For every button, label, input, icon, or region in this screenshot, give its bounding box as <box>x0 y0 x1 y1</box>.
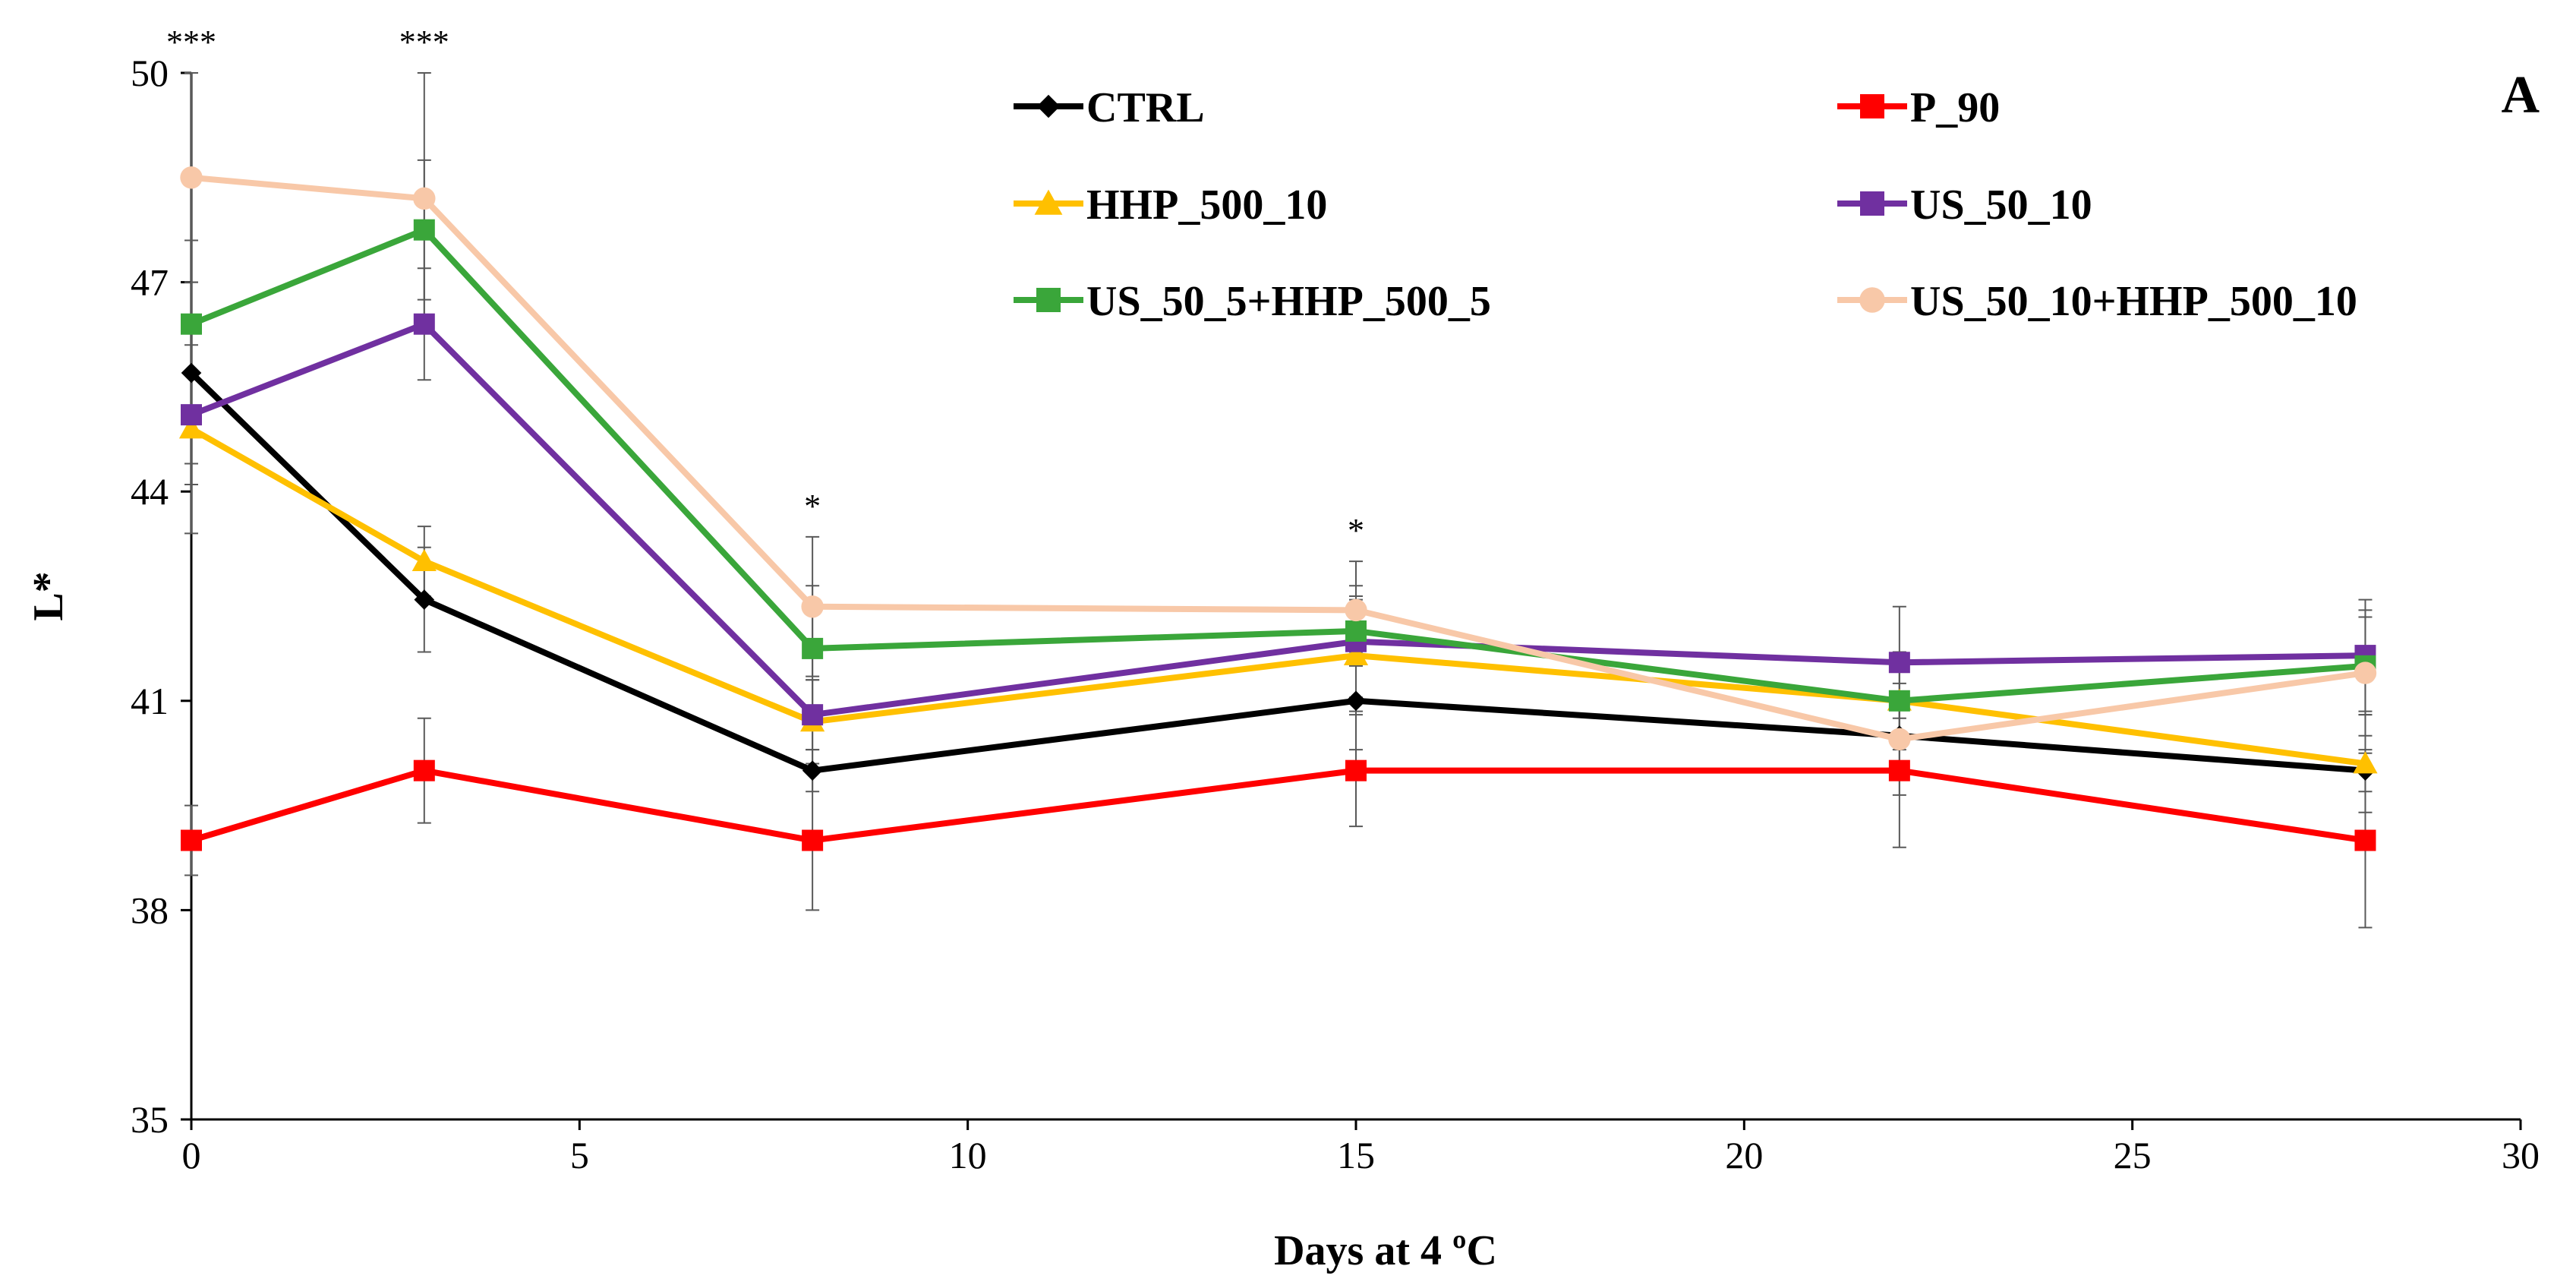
x-tick-label: 20 <box>1725 1134 1763 1176</box>
data-point-us-50-10 <box>181 404 202 426</box>
data-point-us-50-5-hhp-500-5 <box>413 219 435 241</box>
legend-item-hhp-500-10: HHP_500_10 <box>1014 182 1327 229</box>
significance-label: *** <box>166 24 216 61</box>
data-point-ctrl <box>181 362 202 384</box>
series-line-ctrl <box>189 371 2366 774</box>
y-tick-label: 35 <box>131 1098 169 1141</box>
y-tick-label: 38 <box>131 889 169 931</box>
y-tick-label: 44 <box>131 470 169 513</box>
x-tick-label: 15 <box>1337 1134 1375 1176</box>
legend-label-us-50-5-hhp-500-5: US_50_5+HHP_500_5 <box>1086 278 1491 325</box>
legend-label-p-90: P_90 <box>1910 84 2000 131</box>
legend-item-us-50-5-hhp-500-5: US_50_5+HHP_500_5 <box>1014 278 1491 325</box>
legend-label-us-50-10-hhp-500-10: US_50_10+HHP_500_10 <box>1910 278 2357 325</box>
x-tick-label: 25 <box>2114 1134 2152 1176</box>
data-point-p-90 <box>2354 829 2376 851</box>
data-point-us-50-10-hhp-500-10 <box>1888 728 1911 751</box>
data-point-hhp-500-10 <box>178 416 204 439</box>
data-point-ctrl <box>414 589 435 610</box>
series-line-hhp-500-10 <box>190 426 2366 767</box>
data-point-hhp-500-10 <box>1343 642 1369 665</box>
legend-item-ctrl: CTRL <box>1014 84 1205 131</box>
panel-label: A <box>2501 66 2540 125</box>
data-point-us-50-5-hhp-500-5 <box>181 313 202 335</box>
y-axis-title: L* <box>25 571 72 620</box>
x-tick-label: 5 <box>570 1134 589 1176</box>
data-point-us-50-10 <box>802 704 824 726</box>
data-point-ctrl <box>802 760 823 781</box>
data-point-us-50-5-hhp-500-5 <box>1345 620 1367 642</box>
data-point-us-50-5-hhp-500-5 <box>1888 690 1910 712</box>
significance-label: * <box>1348 512 1364 549</box>
series-line-us-50-10 <box>190 320 2366 718</box>
x-tick-label: 30 <box>2502 1134 2540 1176</box>
data-point-ctrl <box>1345 690 1367 712</box>
legend-marker-hhp-500-10 <box>1034 189 1063 215</box>
data-point-us-50-10-hhp-500-10 <box>180 166 203 189</box>
data-point-p-90 <box>1345 759 1367 781</box>
data-point-us-50-10 <box>413 313 435 335</box>
x-axis-title: Days at 4 ºC <box>1274 1227 1497 1274</box>
series-line-p-90 <box>190 767 2366 844</box>
data-point-us-50-10-hhp-500-10 <box>1345 598 1367 622</box>
legend-marker-us-50-10-hhp-500-10 <box>1859 287 1885 313</box>
legend-label-us-50-10: US_50_10 <box>1910 182 2092 229</box>
data-point-p-90 <box>413 759 435 781</box>
legend-label-ctrl: CTRL <box>1086 84 1205 131</box>
data-point-p-90 <box>1888 759 1910 781</box>
x-tick-label: 10 <box>949 1134 987 1176</box>
legend-marker-us-50-10 <box>1860 191 1884 216</box>
data-point-p-90 <box>181 829 202 851</box>
legend-label-hhp-500-10: HHP_500_10 <box>1086 182 1327 229</box>
significance-label: *** <box>399 24 449 61</box>
y-tick-label: 41 <box>131 680 169 722</box>
data-point-us-50-10-hhp-500-10 <box>413 187 436 210</box>
legend-item-p-90: P_90 <box>1837 84 2000 131</box>
legend-marker-p-90 <box>1860 94 1884 118</box>
legend-marker-us-50-5-hhp-500-5 <box>1036 288 1061 312</box>
x-tick-label: 0 <box>182 1134 201 1176</box>
data-point-us-50-10-hhp-500-10 <box>801 595 824 618</box>
data-point-hhp-500-10 <box>411 548 437 571</box>
legend-item-us-50-10-hhp-500-10: US_50_10+HHP_500_10 <box>1837 278 2357 325</box>
y-tick-label: 50 <box>131 52 169 94</box>
data-point-us-50-5-hhp-500-5 <box>802 637 824 659</box>
y-tick-label: 47 <box>131 261 169 304</box>
data-point-hhp-500-10 <box>2353 751 2378 774</box>
data-point-us-50-10-hhp-500-10 <box>2354 661 2377 684</box>
data-point-p-90 <box>802 829 824 851</box>
series-line-us-50-5-hhp-500-5 <box>190 226 2366 704</box>
significance-label: * <box>804 488 821 525</box>
legend-item-us-50-10: US_50_10 <box>1837 182 2092 229</box>
legend-marker-ctrl <box>1036 94 1061 118</box>
data-point-us-50-10 <box>1888 652 1910 674</box>
series-line-us-50-10-hhp-500-10 <box>191 174 2366 743</box>
